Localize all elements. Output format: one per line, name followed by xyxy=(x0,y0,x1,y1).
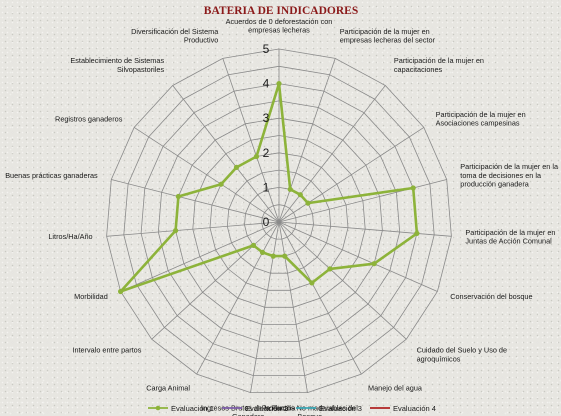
grid-ring xyxy=(157,100,401,342)
data-point xyxy=(118,288,124,295)
category-label: Diversificación del Sistema Productivo xyxy=(131,27,219,45)
grid-spoke xyxy=(278,85,386,223)
grid-spoke xyxy=(278,221,362,375)
grid-spoke xyxy=(196,221,280,375)
category-label: Participación de la mujer en Asociaciones… xyxy=(436,110,526,128)
data-point xyxy=(309,280,315,286)
grid-spoke xyxy=(278,179,447,223)
data-point xyxy=(276,81,282,87)
data-point xyxy=(327,266,333,272)
grid-spoke xyxy=(278,221,407,340)
data-point xyxy=(297,192,303,198)
data-point xyxy=(270,253,276,259)
radial-tick-labels: 0 1 2 3 4 5 xyxy=(263,42,270,229)
data-point xyxy=(250,242,257,248)
legend: Evaluación 1 Evaluación 2 Evaluación 3 Eval… xyxy=(148,404,436,413)
category-label: Carga Animal xyxy=(146,384,190,393)
grid-spoke xyxy=(222,58,280,223)
category-label: Participación de la mujer en Juntas de Ac… xyxy=(465,228,555,246)
data-point xyxy=(253,153,260,160)
data-point xyxy=(175,193,181,200)
category-label: Participación de la mujer en capacitacion… xyxy=(394,56,484,74)
data-point xyxy=(173,228,179,234)
tick-label: 1 xyxy=(263,180,270,194)
data-point xyxy=(287,186,293,192)
tick-label: 0 xyxy=(263,215,270,229)
tick-label: 2 xyxy=(263,146,270,160)
category-label: Conservación del bosque xyxy=(450,292,532,301)
data-point xyxy=(305,200,311,206)
category-label: Morbilidad xyxy=(74,292,108,301)
category-labels: Acuerdos de 0 deforestación con empresas … xyxy=(5,17,559,416)
grid-spoke xyxy=(278,221,438,292)
category-label: Ingresos Brutos de la FamiliaGanadera xyxy=(201,403,296,416)
tick-label: 4 xyxy=(263,77,270,91)
legend-label: Evaluación 1 xyxy=(171,404,214,413)
data-point xyxy=(233,164,240,170)
grid-ring xyxy=(175,117,383,325)
data-point xyxy=(371,261,377,267)
grid-ring xyxy=(261,204,297,240)
radar-grid xyxy=(106,48,452,394)
grid-spoke xyxy=(133,127,280,223)
data-point xyxy=(410,185,416,191)
radar-series xyxy=(118,81,420,295)
category-label: Intervalo entre partos xyxy=(72,346,141,355)
legend-label: Evaluación 2 xyxy=(245,404,288,413)
grid-spoke xyxy=(111,179,280,223)
category-label: Cuidado del Suelo y Uso de agroquímicos xyxy=(417,346,507,364)
data-point xyxy=(282,253,288,259)
tick-label: 5 xyxy=(263,42,270,56)
category-label: Establecimiento de Sistemas Silvopastoril… xyxy=(70,56,164,74)
grid-spoke xyxy=(278,58,336,223)
grid-ring xyxy=(106,48,452,394)
grid-ring xyxy=(226,169,332,274)
grid-ring xyxy=(140,83,418,359)
legend-marker xyxy=(155,405,161,411)
legend-label: Evaluación 3 xyxy=(319,404,362,413)
tick-label: 3 xyxy=(263,111,270,125)
grid-spoke xyxy=(278,221,452,237)
category-label: Acuerdos de 0 deforestación con empresas … xyxy=(226,17,333,35)
series-line xyxy=(119,82,419,293)
grid-ring xyxy=(192,135,366,308)
category-label: Litros/Ha/Año xyxy=(48,232,92,241)
grid-ring xyxy=(123,65,435,377)
grid-spoke xyxy=(278,221,308,393)
category-label: Participación de la mujer en empresas lec… xyxy=(340,27,436,45)
grid-spoke xyxy=(172,85,280,223)
grid-spoke xyxy=(250,221,280,393)
grid-spoke xyxy=(106,221,280,237)
legend-label: Evaluación 4 xyxy=(393,404,436,413)
category-label: Registros ganaderos xyxy=(55,114,123,123)
category-label: Manejo del agua xyxy=(368,384,423,393)
category-label: Participación de la mujer en la toma de d… xyxy=(460,162,559,188)
data-point xyxy=(259,249,266,255)
grid-spoke xyxy=(278,127,425,223)
data-point xyxy=(414,230,420,236)
grid-spoke xyxy=(120,221,280,292)
grid-spoke xyxy=(151,221,280,340)
data-point xyxy=(218,181,224,187)
chart-title: BATERIA DE INDICADORES xyxy=(204,5,358,17)
grid-ring xyxy=(209,152,349,291)
category-label: Buenas prácticas ganaderas xyxy=(5,171,98,180)
